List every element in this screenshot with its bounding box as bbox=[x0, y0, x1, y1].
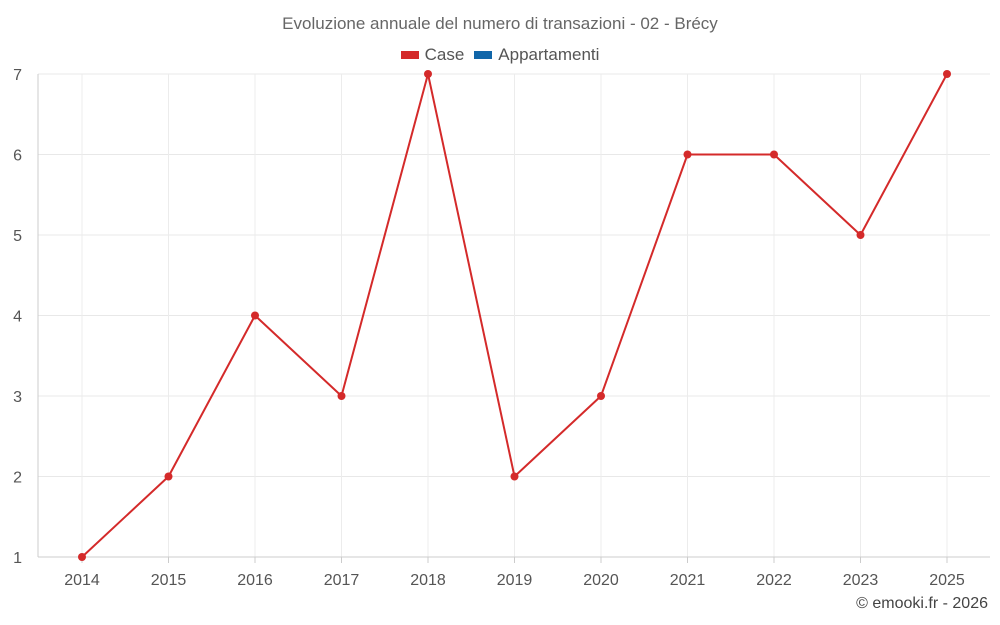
y-tick-label-7: 7 bbox=[13, 67, 22, 84]
data-point-case-2023 bbox=[856, 231, 865, 239]
data-point-case-2025 bbox=[943, 70, 951, 78]
data-point-case-2021 bbox=[683, 150, 692, 159]
legend-item-case[interactable]: Case bbox=[400, 45, 465, 65]
legend-label-appartamenti: Appartamenti bbox=[498, 45, 600, 64]
x-tick-label-2017: 2017 bbox=[324, 572, 360, 589]
y-tick-label-2: 2 bbox=[13, 470, 22, 487]
legend-swatch-case bbox=[400, 51, 419, 59]
x-tick-label-2021: 2021 bbox=[670, 572, 706, 589]
data-point-case-2017 bbox=[337, 392, 346, 400]
y-tick-label-6: 6 bbox=[13, 148, 22, 165]
data-point-case-2019 bbox=[510, 472, 519, 481]
y-tick-label-5: 5 bbox=[13, 228, 22, 245]
legend-item-appartamenti[interactable]: Appartamenti bbox=[474, 45, 599, 65]
y-tick-label-4: 4 bbox=[13, 309, 22, 326]
data-point-case-2015 bbox=[164, 472, 173, 481]
legend: Case Appartamenti bbox=[0, 45, 1000, 65]
y-tick-label-1: 1 bbox=[13, 550, 22, 567]
legend-swatch-appartamenti bbox=[474, 51, 493, 59]
x-tick-label-2019: 2019 bbox=[497, 572, 533, 589]
data-point-case-2020 bbox=[597, 392, 605, 400]
x-tick-label-2018: 2018 bbox=[410, 572, 446, 589]
data-point-case-2016 bbox=[251, 311, 259, 320]
x-tick-label-2022: 2022 bbox=[756, 572, 792, 589]
chart-title: Evoluzione annuale del numero di transaz… bbox=[282, 14, 718, 33]
data-point-case-2018 bbox=[424, 70, 432, 78]
y-tick-label-3: 3 bbox=[13, 389, 22, 406]
data-point-case-2014 bbox=[78, 553, 86, 561]
x-tick-label-2015: 2015 bbox=[151, 572, 187, 589]
data-point-case-2022 bbox=[770, 150, 778, 159]
x-tick-label-2020: 2020 bbox=[583, 572, 619, 589]
copyright-footer: © emooki.fr - 2026 bbox=[856, 595, 988, 612]
x-tick-label-2016: 2016 bbox=[237, 572, 273, 589]
x-tick-label-2025: 2025 bbox=[929, 572, 965, 589]
x-tick-label-2023: 2023 bbox=[843, 572, 879, 589]
legend-label-case: Case bbox=[424, 45, 465, 64]
x-tick-label-2014: 2014 bbox=[64, 572, 100, 589]
